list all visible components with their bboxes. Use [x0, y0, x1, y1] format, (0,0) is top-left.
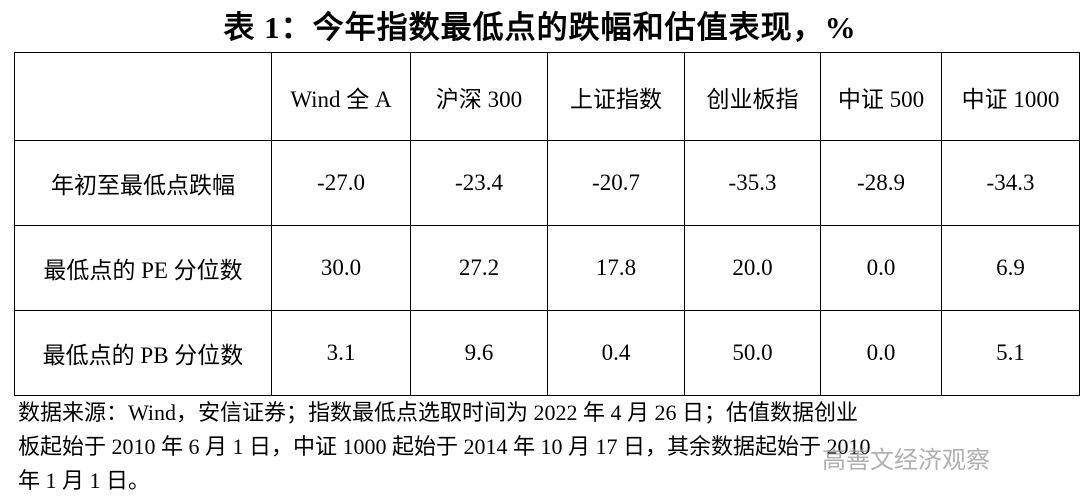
table: Wind 全 A 沪深 300 上证指数 创业板指 中证 500 中证 1000 年初至最低…: [14, 52, 1080, 396]
footnote: 数据来源：Wind，安信证券；指数最低点选取时间为 2022 年 4 月 26 …: [18, 396, 871, 498]
table-cell: -20.7: [547, 140, 685, 226]
table-cell: 3.1: [271, 310, 411, 396]
table-cell: 0.0: [820, 225, 942, 311]
row-label: 年初至最低点跌幅: [14, 140, 272, 226]
table-cell: 20.0: [684, 225, 821, 311]
watermark: 高善文经济观察: [822, 446, 990, 474]
table-cell: 沪深 300: [410, 52, 548, 141]
table-cell: 27.2: [410, 225, 548, 311]
table-cell: -28.9: [820, 140, 942, 226]
table-cell: -34.3: [941, 140, 1080, 226]
table-cell: 0.0: [820, 310, 942, 396]
table-cell: 5.1: [941, 310, 1080, 396]
table-row: 最低点的 PB 分位数 3.1 9.6 0.4 50.0 0.0 5.1: [14, 310, 1080, 396]
table-cell: 中证 500: [820, 52, 942, 141]
footnote-line: 板起始于 2010 年 6 月 1 日，中证 1000 起始于 2014 年 1…: [18, 434, 871, 459]
table-cell: 创业板指: [684, 52, 821, 141]
table-cell: 上证指数: [547, 52, 685, 141]
row-label: 最低点的 PE 分位数: [14, 225, 272, 311]
table-cell: 6.9: [941, 225, 1080, 311]
table-row: 年初至最低点跌幅 -27.0 -23.4 -20.7 -35.3 -28.9 -34.3: [14, 140, 1080, 226]
table-cell: -27.0: [271, 140, 411, 226]
footnote-line: 数据来源：Wind，安信证券；指数最低点选取时间为 2022 年 4 月 26 …: [18, 400, 858, 425]
table-row: 最低点的 PE 分位数 30.0 27.2 17.8 20.0 0.0 6.9: [14, 225, 1080, 311]
table-cell: 9.6: [410, 310, 548, 396]
table-row: Wind 全 A 沪深 300 上证指数 创业板指 中证 500 中证 1000: [14, 52, 1080, 141]
footnote-line: 年 1 月 1 日。: [18, 468, 151, 493]
row-label: [14, 52, 272, 141]
table-cell: 17.8: [547, 225, 685, 311]
row-label: 最低点的 PB 分位数: [14, 310, 272, 396]
table-cell: -23.4: [410, 140, 548, 226]
table-cell: 50.0: [684, 310, 821, 396]
table-cell: 30.0: [271, 225, 411, 311]
table-cell: 0.4: [547, 310, 685, 396]
table-cell: Wind 全 A: [271, 52, 411, 141]
table-cell: -35.3: [684, 140, 821, 226]
table-title: 表 1：今年指数最低点的跌幅和估值表现，%: [223, 10, 857, 45]
table-cell: 中证 1000: [941, 52, 1080, 141]
